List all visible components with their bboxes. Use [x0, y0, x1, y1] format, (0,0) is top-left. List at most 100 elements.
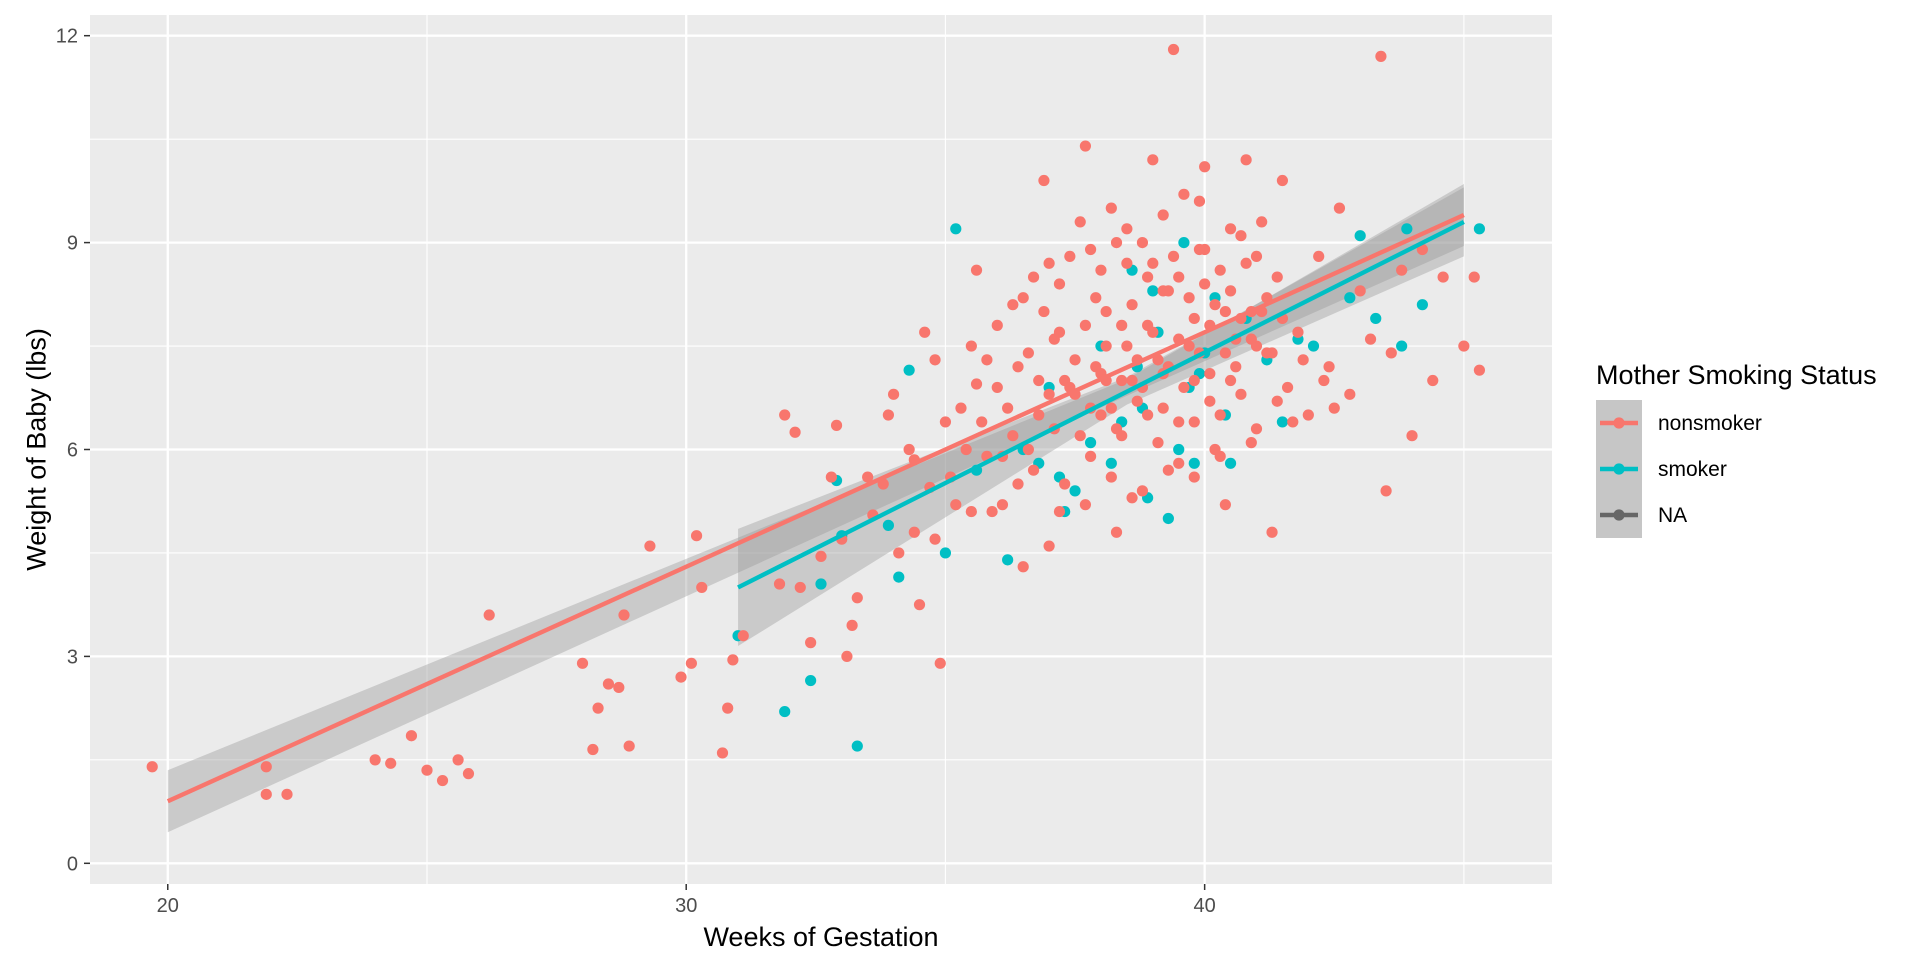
point-nonsmoker	[1406, 430, 1418, 442]
point-smoker	[1084, 437, 1097, 449]
point-nonsmoker	[1095, 264, 1107, 276]
point-nonsmoker	[618, 609, 630, 621]
point-nonsmoker	[1193, 195, 1206, 207]
point-nonsmoker	[1002, 402, 1014, 414]
point-nonsmoker	[1084, 450, 1097, 462]
point-nonsmoker	[929, 533, 941, 545]
fit-line-smoker	[737, 219, 1465, 590]
point-nonsmoker	[1147, 257, 1159, 269]
point-nonsmoker	[1250, 423, 1263, 435]
point-nonsmoker	[1027, 271, 1040, 283]
point-nonsmoker	[913, 599, 926, 611]
point-nonsmoker	[462, 768, 475, 780]
point-nonsmoker	[1256, 216, 1268, 228]
point-nonsmoker	[986, 505, 998, 518]
point-nonsmoker	[1027, 464, 1040, 476]
y-axis-ticks: 0 3 6 9 12	[56, 26, 90, 875]
point-nonsmoker	[960, 443, 972, 456]
point-smoker	[1178, 236, 1190, 249]
point-nonsmoker	[1095, 409, 1107, 421]
point-nonsmoker	[1364, 333, 1377, 345]
point-nonsmoker	[1162, 285, 1174, 297]
point-nonsmoker	[1017, 561, 1029, 573]
point-nonsmoker	[1152, 354, 1164, 366]
point-nonsmoker	[716, 747, 729, 759]
point-nonsmoker	[1079, 499, 1092, 511]
point-nonsmoker	[1012, 361, 1024, 373]
legend-key-point	[1613, 417, 1625, 429]
y-tick-label: 3	[67, 646, 78, 668]
point-nonsmoker	[965, 340, 977, 352]
point-nonsmoker	[1458, 340, 1470, 352]
point-nonsmoker	[1468, 271, 1480, 283]
point-nonsmoker	[260, 761, 272, 773]
point-nonsmoker	[970, 264, 983, 276]
point-nonsmoker	[1287, 416, 1299, 428]
y-axis-title: Weight of Baby (lbs)	[21, 328, 51, 571]
point-nonsmoker	[1022, 347, 1034, 359]
point-nonsmoker	[1167, 43, 1180, 56]
x-axis-ticks: 20 30 40	[157, 884, 1216, 917]
point-nonsmoker	[623, 740, 635, 752]
legend-label: NA	[1658, 504, 1687, 527]
point-smoker	[1224, 457, 1237, 469]
point-nonsmoker	[421, 764, 433, 776]
point-nonsmoker	[1333, 202, 1346, 214]
point-nonsmoker	[1416, 243, 1428, 256]
point-nonsmoker	[436, 774, 449, 787]
x-tick-label: 20	[157, 895, 179, 917]
point-nonsmoker	[1173, 416, 1185, 428]
legend-key-point	[1613, 463, 1625, 475]
point-nonsmoker	[1219, 347, 1231, 359]
point-nonsmoker	[950, 499, 962, 511]
point-nonsmoker	[1043, 257, 1055, 269]
point-nonsmoker	[727, 654, 739, 666]
point-smoker	[1307, 340, 1320, 352]
point-nonsmoker	[893, 547, 905, 559]
point-nonsmoker	[1219, 305, 1231, 318]
legend-keys: nonsmoker smoker NA	[1596, 400, 1762, 538]
point-nonsmoker	[1240, 154, 1252, 166]
point-smoker	[1370, 312, 1382, 325]
fit-line-nonsmoker	[166, 213, 1465, 804]
point-nonsmoker	[1235, 230, 1247, 242]
point-nonsmoker	[1017, 292, 1029, 304]
point-nonsmoker	[1235, 388, 1247, 400]
point-nonsmoker	[1266, 347, 1278, 359]
point-nonsmoker	[1147, 326, 1159, 338]
point-nonsmoker	[281, 788, 293, 800]
point-smoker	[1344, 292, 1356, 304]
point-smoker	[779, 705, 791, 718]
point-nonsmoker	[1116, 374, 1128, 387]
point-smoker	[1173, 443, 1185, 456]
point-nonsmoker	[1157, 402, 1169, 414]
point-nonsmoker	[685, 657, 697, 669]
point-smoker	[1354, 230, 1366, 242]
point-smoker	[1188, 457, 1200, 469]
point-nonsmoker	[1126, 492, 1138, 504]
point-nonsmoker	[1224, 285, 1237, 297]
point-nonsmoker	[1183, 340, 1195, 352]
point-nonsmoker	[1328, 402, 1340, 414]
y-tick-label: 9	[67, 233, 78, 255]
point-nonsmoker	[1178, 188, 1190, 200]
point-nonsmoker	[955, 402, 967, 414]
point-nonsmoker	[690, 530, 703, 542]
point-nonsmoker	[1188, 374, 1200, 387]
point-nonsmoker	[1375, 50, 1387, 62]
point-nonsmoker	[1152, 437, 1164, 449]
point-nonsmoker	[483, 609, 495, 621]
point-nonsmoker	[1105, 402, 1117, 414]
point-smoker	[805, 674, 817, 687]
point-nonsmoker	[369, 754, 381, 766]
point-nonsmoker	[1069, 354, 1081, 366]
point-nonsmoker	[405, 730, 418, 742]
point-smoker	[851, 740, 863, 752]
point-nonsmoker	[1121, 223, 1133, 235]
point-nonsmoker	[1437, 271, 1449, 283]
point-nonsmoker	[1271, 271, 1283, 283]
point-nonsmoker	[1209, 299, 1221, 311]
data-points	[146, 43, 1486, 800]
point-nonsmoker	[1043, 388, 1055, 400]
